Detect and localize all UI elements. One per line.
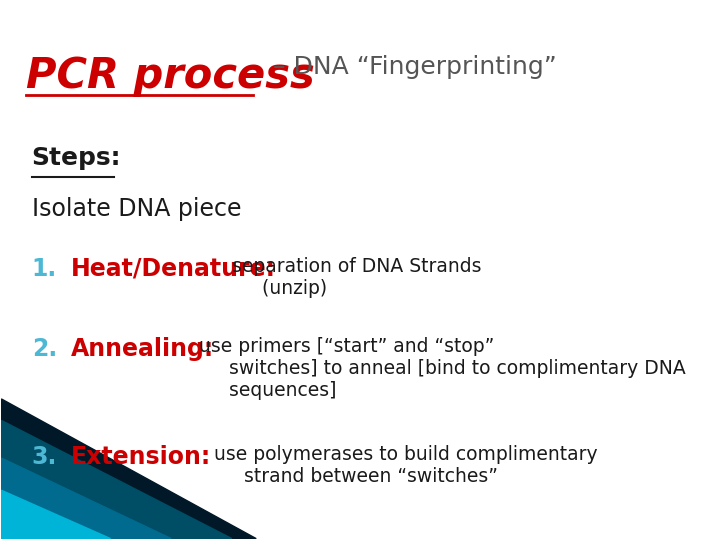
Text: separation of DNA Strands
      (unzip): separation of DNA Strands (unzip) <box>226 256 482 298</box>
Text: Heat/Denature:: Heat/Denature: <box>71 256 276 281</box>
Polygon shape <box>1 490 111 538</box>
Text: use polymerases to build complimentary
      strand between “switches”: use polymerases to build complimentary s… <box>207 444 598 485</box>
Text: Isolate DNA piece: Isolate DNA piece <box>32 198 241 221</box>
Polygon shape <box>1 399 256 538</box>
Text: use primers [“start” and “stop”
      switches] to anneal [bind to complimentary: use primers [“start” and “stop” switches… <box>192 337 685 400</box>
Polygon shape <box>1 421 232 538</box>
Text: PCR process: PCR process <box>26 55 315 97</box>
Text: Steps:: Steps: <box>32 146 121 171</box>
Text: 1.: 1. <box>32 256 57 281</box>
Text: 2.: 2. <box>32 337 57 361</box>
Text: Annealing:: Annealing: <box>71 337 215 361</box>
Polygon shape <box>1 458 171 538</box>
Text: Extension:: Extension: <box>71 444 212 469</box>
Text: 3.: 3. <box>32 444 57 469</box>
Text: – DNA “Fingerprinting”: – DNA “Fingerprinting” <box>265 55 557 79</box>
